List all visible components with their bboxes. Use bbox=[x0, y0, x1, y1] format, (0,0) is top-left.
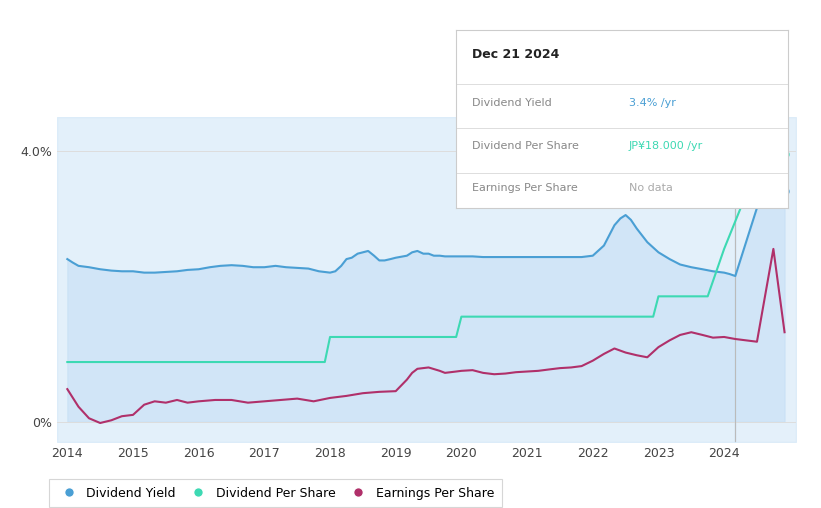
Text: No data: No data bbox=[629, 183, 672, 194]
Text: Dec 21 2024: Dec 21 2024 bbox=[472, 48, 560, 61]
Legend: Dividend Yield, Dividend Per Share, Earnings Per Share: Dividend Yield, Dividend Per Share, Earn… bbox=[49, 479, 502, 507]
Text: Earnings Per Share: Earnings Per Share bbox=[472, 183, 578, 194]
Text: JP¥18.000 /yr: JP¥18.000 /yr bbox=[629, 141, 703, 151]
Text: Dividend Yield: Dividend Yield bbox=[472, 98, 552, 108]
Text: 3.4% /yr: 3.4% /yr bbox=[629, 98, 676, 108]
Text: Dividend Per Share: Dividend Per Share bbox=[472, 141, 579, 151]
Text: Past: Past bbox=[738, 141, 761, 150]
